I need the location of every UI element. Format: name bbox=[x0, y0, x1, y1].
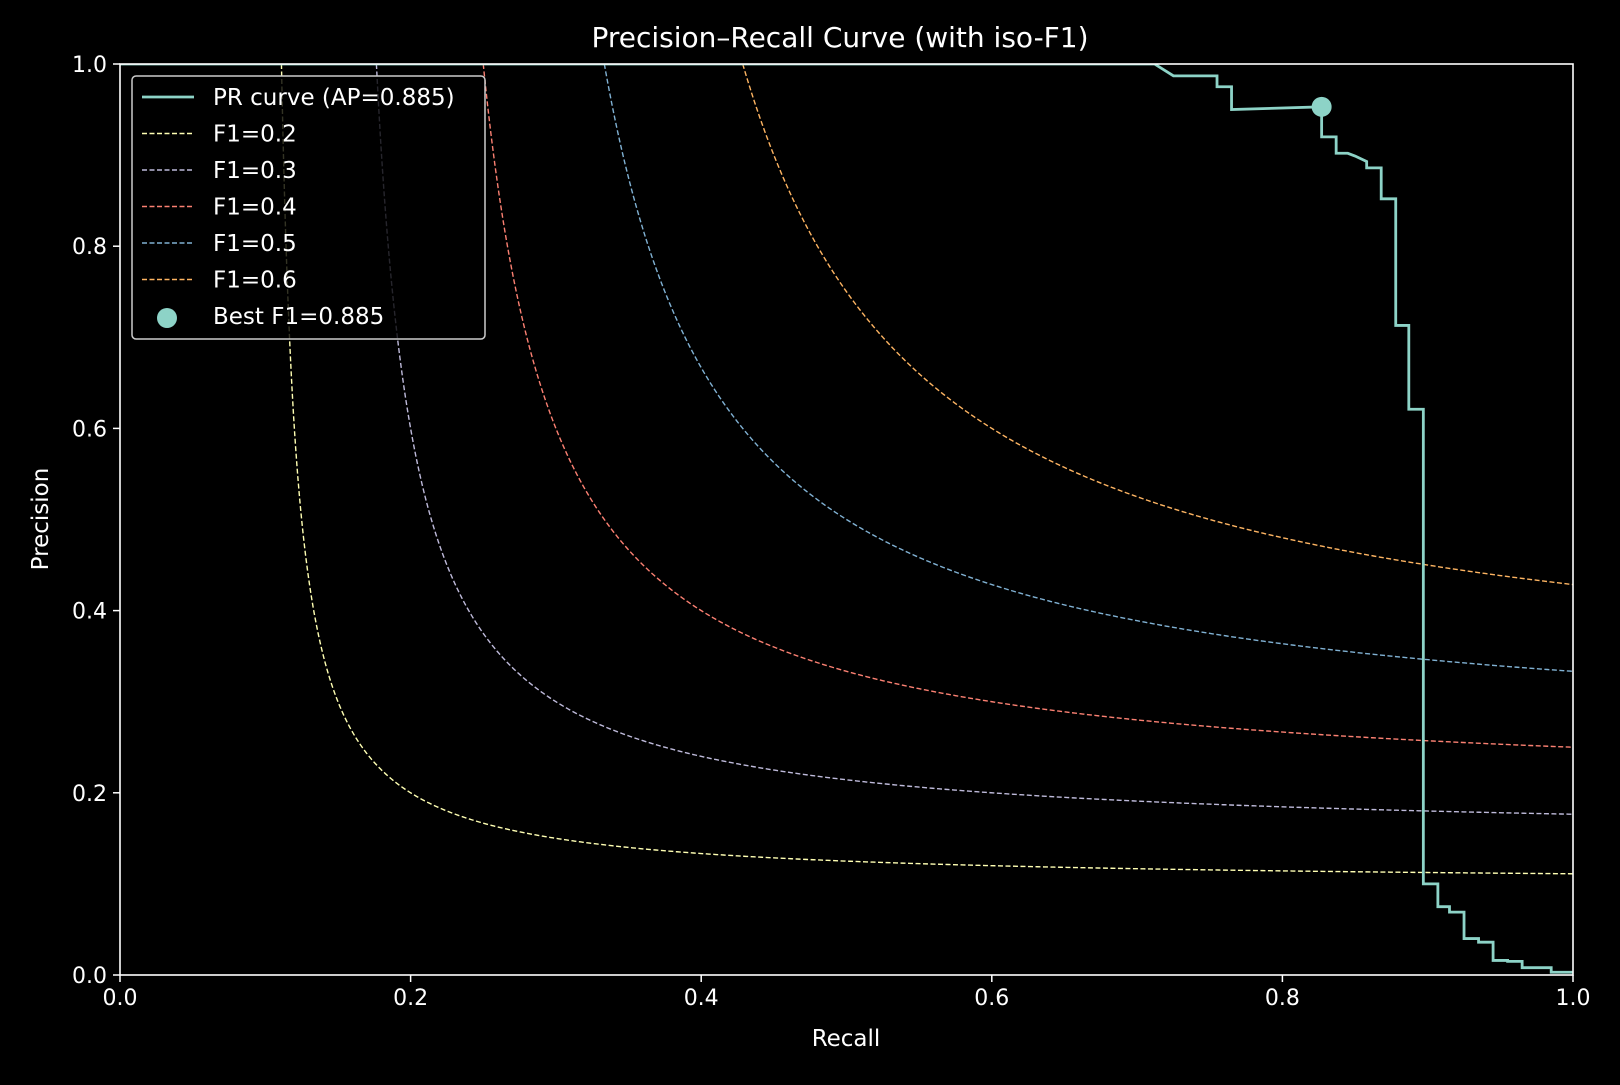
iso-f1-line-1 bbox=[280, 64, 1573, 875]
iso-f1-line-3 bbox=[482, 64, 1573, 748]
y-axis-label: Precision bbox=[28, 468, 54, 571]
legend: PR curve (AP=0.885) F1=0.2 F1=0.3 F1=0.4 F1=… bbox=[131, 75, 486, 340]
legend-box bbox=[131, 75, 486, 340]
x-tick-label: 0.6 bbox=[974, 986, 1009, 1011]
legend-label: F1=0.2 bbox=[213, 122, 297, 148]
pr-curve-line bbox=[120, 64, 1573, 974]
x-tick-label: 0.0 bbox=[103, 986, 138, 1011]
legend-label: F1=0.5 bbox=[213, 231, 297, 257]
y-tick-label: 0.4 bbox=[72, 600, 107, 625]
y-tick-label: 0.6 bbox=[72, 417, 107, 442]
iso-f1-layer bbox=[280, 64, 1573, 875]
best-f1-point bbox=[1311, 96, 1332, 117]
legend-label: F1=0.4 bbox=[213, 195, 297, 221]
legend-label: F1=0.6 bbox=[213, 268, 297, 294]
x-axis-label: Recall bbox=[812, 1026, 881, 1052]
x-tick-label: 0.8 bbox=[1265, 986, 1300, 1011]
plot-frame bbox=[119, 63, 1574, 976]
y-tick-label: 0.2 bbox=[72, 782, 107, 807]
chart-title: Precision–Recall Curve (with iso-F1) bbox=[591, 21, 1088, 54]
legend-label: PR curve (AP=0.885) bbox=[213, 85, 455, 111]
y-tick-label: 0.8 bbox=[72, 235, 107, 260]
y-tick-label: 1.0 bbox=[72, 53, 107, 78]
legend-label: Best F1=0.885 bbox=[213, 304, 384, 330]
iso-f1-line-2 bbox=[375, 64, 1573, 815]
legend-label: F1=0.3 bbox=[213, 158, 297, 184]
pr-curve-layer bbox=[120, 64, 1573, 974]
iso-f1-line-4 bbox=[603, 64, 1573, 673]
x-tick-label: 0.2 bbox=[393, 986, 428, 1011]
axis-ticks: 0.0 0.2 0.4 0.6 0.8 1.0 0.0 0.2 0.4 0.6 0.8 1.0 bbox=[72, 53, 1591, 1011]
y-tick-label: 0.0 bbox=[72, 964, 107, 989]
iso-f1-line-5 bbox=[742, 64, 1573, 586]
legend-marker-best bbox=[157, 308, 177, 328]
x-tick-label: 0.4 bbox=[684, 986, 719, 1011]
x-tick-label: 1.0 bbox=[1556, 986, 1591, 1011]
